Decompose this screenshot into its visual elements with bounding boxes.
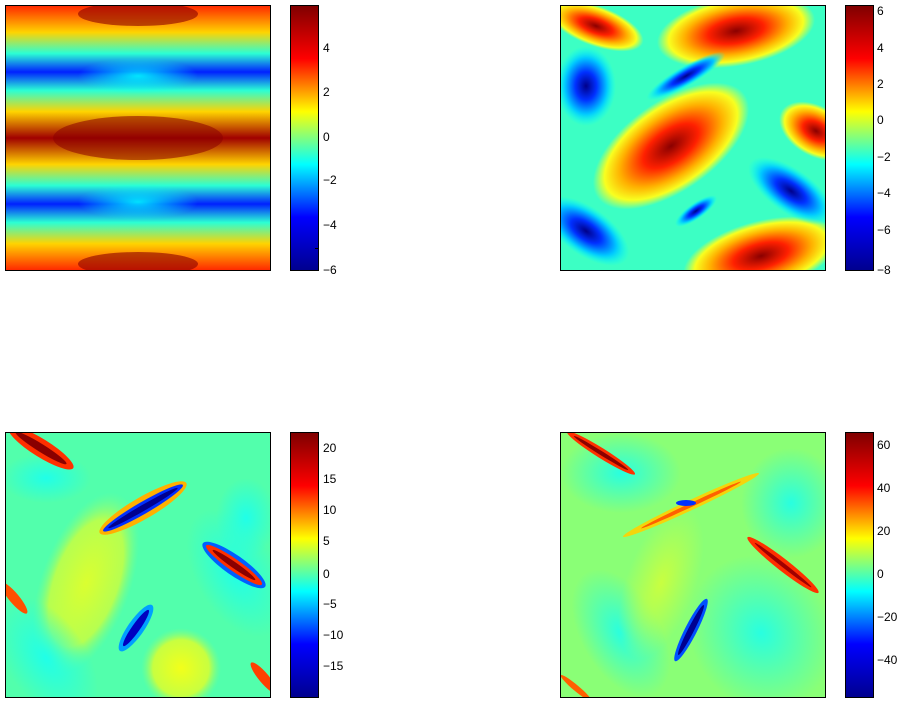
- colorbar-4-label: 40: [877, 481, 891, 495]
- colorbar-2-label: −2: [877, 150, 891, 164]
- colorbar-3-label: 15: [323, 472, 337, 486]
- heatmap-plot-1: [5, 5, 271, 271]
- colorbar-3-label: −10: [323, 628, 344, 642]
- heatmap-plot-2: [560, 5, 826, 271]
- colorbar-1-label: 2: [323, 85, 330, 99]
- colorbar-3-label: −15: [323, 659, 344, 673]
- colorbar-2-label: 0: [877, 113, 884, 127]
- colorbar-1: [290, 5, 319, 271]
- colorbar-3: [290, 432, 319, 698]
- colorbar-1-label: 4: [323, 41, 330, 55]
- colorbar-2-label: −4: [877, 186, 891, 200]
- colorbar-4-label: 0: [877, 567, 884, 581]
- colorbar-3-label: 20: [323, 441, 337, 455]
- colorbar-1-label: 0: [323, 130, 330, 144]
- colorbar-2-label: −8: [877, 263, 891, 277]
- colorbar-1-label: −6: [323, 263, 337, 277]
- colorbar-2: [845, 5, 874, 271]
- colorbar-3-label: 10: [323, 503, 337, 517]
- colorbar-1-label: −4: [323, 218, 337, 232]
- colorbar-2-label: −6: [877, 223, 891, 237]
- colorbar-1-tick: [315, 248, 319, 249]
- colorbar-4-label: −40: [877, 653, 898, 667]
- colorbar-4-label: 60: [877, 438, 891, 452]
- colorbar-2-label: 4: [877, 41, 884, 55]
- colorbar-4: [845, 432, 874, 698]
- colorbar-4-label: −20: [877, 610, 898, 624]
- colorbar-2-label: 6: [877, 4, 884, 18]
- colorbar-3-label: 5: [323, 534, 330, 548]
- colorbar-3-label: −5: [323, 597, 337, 611]
- heatmap-plot-4: [560, 432, 826, 698]
- colorbar-3-label: 0: [323, 567, 330, 581]
- colorbar-1-label: −2: [323, 173, 337, 187]
- heatmap-plot-3: [5, 432, 271, 698]
- colorbar-4-label: 20: [877, 524, 891, 538]
- colorbar-2-label: 2: [877, 77, 884, 91]
